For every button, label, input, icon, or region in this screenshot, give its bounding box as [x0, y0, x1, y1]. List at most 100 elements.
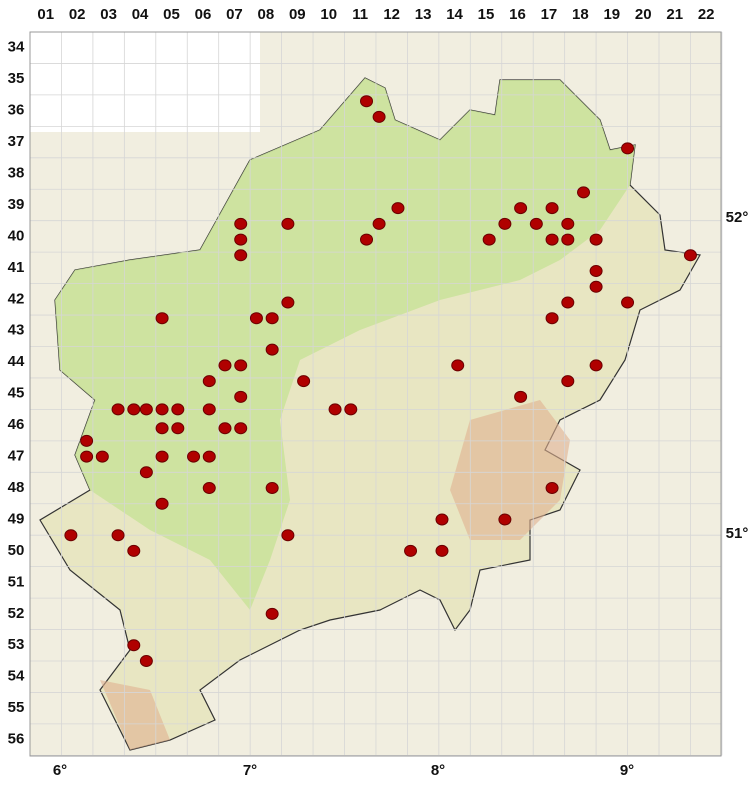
column-label: 14 — [446, 6, 463, 23]
occurrence-dot — [498, 217, 512, 230]
row-label: 34 — [8, 39, 25, 56]
highland-area — [450, 400, 570, 540]
occurrence-dot — [514, 390, 528, 403]
occurrence-dot — [139, 655, 153, 667]
row-label: 46 — [8, 416, 25, 433]
occurrence-dot — [234, 422, 248, 435]
occurrence-dot — [451, 359, 465, 372]
occurrence-dot — [561, 233, 575, 246]
occurrence-dot — [155, 422, 169, 435]
column-label: 09 — [289, 6, 306, 23]
occurrence-dot — [265, 343, 279, 356]
highland-area — [100, 680, 170, 750]
row-label: 54 — [8, 668, 25, 685]
column-label: 19 — [603, 6, 620, 23]
occurrence-dot — [202, 482, 216, 495]
occurrence-dot — [360, 233, 374, 246]
longitude-label: 6° — [53, 762, 67, 779]
occurrence-dot — [202, 450, 216, 463]
column-label: 12 — [383, 6, 400, 23]
occurrence-dot — [545, 482, 559, 495]
row-label: 56 — [8, 731, 25, 748]
occurrence-dot — [155, 403, 169, 416]
occurrence-dot — [404, 544, 418, 557]
occurrence-dot — [265, 607, 279, 620]
occurrence-dot — [372, 110, 386, 123]
row-label: 42 — [8, 290, 25, 307]
occurrence-dot — [155, 497, 169, 510]
occurrence-dot — [545, 202, 559, 215]
occurrence-dot — [218, 359, 232, 372]
row-label: 41 — [8, 259, 25, 276]
column-label: 21 — [666, 6, 683, 23]
occurrence-dot — [95, 450, 109, 463]
occurrence-dot — [545, 233, 559, 246]
occurrence-dot — [202, 403, 216, 416]
occurrence-dot — [498, 513, 512, 526]
occurrence-dot — [234, 217, 248, 230]
occurrence-dot — [80, 434, 94, 447]
column-label: 10 — [320, 6, 337, 23]
occurrence-dot — [391, 202, 405, 215]
row-label: 47 — [8, 448, 25, 465]
occurrence-dot — [234, 249, 248, 262]
column-label: 05 — [163, 6, 180, 23]
occurrence-dot — [360, 95, 374, 108]
occurrence-dot — [234, 390, 248, 403]
row-label: 38 — [8, 164, 25, 181]
occurrence-dot — [589, 233, 603, 246]
occurrence-dot — [589, 265, 603, 278]
occurrence-dot — [529, 217, 543, 230]
occurrence-dot — [561, 296, 575, 309]
column-label: 11 — [352, 6, 368, 23]
occurrence-dot — [589, 359, 603, 372]
occurrence-dot — [683, 249, 697, 262]
occurrence-dot — [545, 312, 559, 325]
row-label: 51 — [8, 573, 25, 590]
occurrence-dot — [64, 529, 78, 542]
occurrence-dot — [281, 217, 295, 230]
column-label: 18 — [572, 6, 589, 23]
row-label: 37 — [8, 133, 25, 150]
occurrence-dot — [139, 403, 153, 416]
row-label: 40 — [8, 227, 25, 244]
latitude-label: 51° — [726, 525, 749, 542]
frame — [29, 31, 722, 757]
column-label: 03 — [100, 6, 117, 23]
occurrence-dot — [127, 544, 141, 557]
column-label: 06 — [195, 6, 212, 23]
occurrence-dot — [561, 217, 575, 230]
row-label: 43 — [8, 322, 25, 339]
row-label: 50 — [8, 542, 25, 559]
longitude-label: 7° — [243, 762, 257, 779]
occurrence-dot — [561, 375, 575, 388]
occurrence-dot — [187, 450, 201, 463]
column-label: 20 — [635, 6, 652, 23]
occurrence-dot — [281, 296, 295, 309]
occurrence-dot — [171, 403, 185, 416]
labels: 01 02 03 04 05 06 07 08 09 10 11 12 13 14 15 16 17 18 19 20… — [8, 6, 749, 779]
occurrence-dot — [127, 639, 141, 652]
column-label: 16 — [509, 6, 526, 23]
row-label: 36 — [8, 102, 25, 119]
row-label: 53 — [8, 636, 25, 653]
occurrence-dot — [202, 375, 216, 388]
lowland-area — [55, 78, 635, 610]
occurrence-dot — [234, 233, 248, 246]
occurrence-dot — [218, 422, 232, 435]
occurrence-dot — [111, 403, 125, 416]
row-label: 45 — [8, 385, 25, 402]
occurrence-dot — [297, 375, 311, 388]
occurrence-dot — [234, 359, 248, 372]
occurrence-dot — [80, 450, 94, 463]
occurrence-dot — [482, 233, 496, 246]
occurrence-dot — [127, 403, 141, 416]
row-label: 48 — [8, 479, 25, 496]
blank-area — [30, 32, 260, 132]
occurrence-dot — [435, 544, 449, 557]
occurrence-dot — [249, 312, 263, 325]
longitude-label: 9° — [620, 762, 634, 779]
row-label: 35 — [8, 70, 25, 87]
occurrence-dot — [328, 403, 342, 416]
